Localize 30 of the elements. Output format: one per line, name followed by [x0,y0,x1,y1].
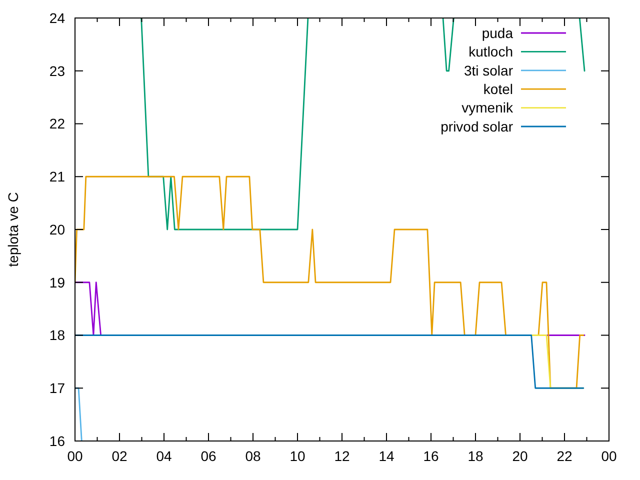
y-tick-label: 18 [49,327,66,344]
x-tick-label: 00 [67,448,83,464]
x-tick-label: 00 [601,448,617,464]
x-tick-label: 22 [556,448,572,464]
x-tick-label: 14 [378,448,394,464]
legend-label: vymenik [462,100,514,116]
x-tick-label: 12 [334,448,350,464]
line-series [75,176,584,389]
y-tick-label: 20 [49,221,66,238]
legend-label: privod solar [440,118,514,134]
x-tick-label: 02 [112,448,128,464]
legend-label: puda [482,24,514,41]
y-tick-label: 24 [49,10,66,26]
y-tick-label: 16 [49,432,66,449]
legend-label: 3ti solar [464,62,514,78]
y-tick-label: 17 [49,380,66,396]
y-tick-label: 19 [49,274,66,290]
y-tick-label: 22 [49,116,66,132]
x-tick-label: 10 [290,448,306,464]
x-tick-label: 20 [512,448,528,464]
x-tick-label: 18 [468,448,484,464]
y-tick-label: 21 [49,168,66,185]
y-tick-label: 23 [49,62,66,79]
legend-label: kutloch [468,44,513,60]
x-tick-label: 04 [156,448,172,464]
legend-label: kotel [483,81,513,97]
y-axis-title: teplota ve C [5,192,21,267]
x-tick-label: 08 [245,448,261,464]
x-tick-label: 16 [423,448,439,464]
x-tick-label: 06 [200,448,216,464]
